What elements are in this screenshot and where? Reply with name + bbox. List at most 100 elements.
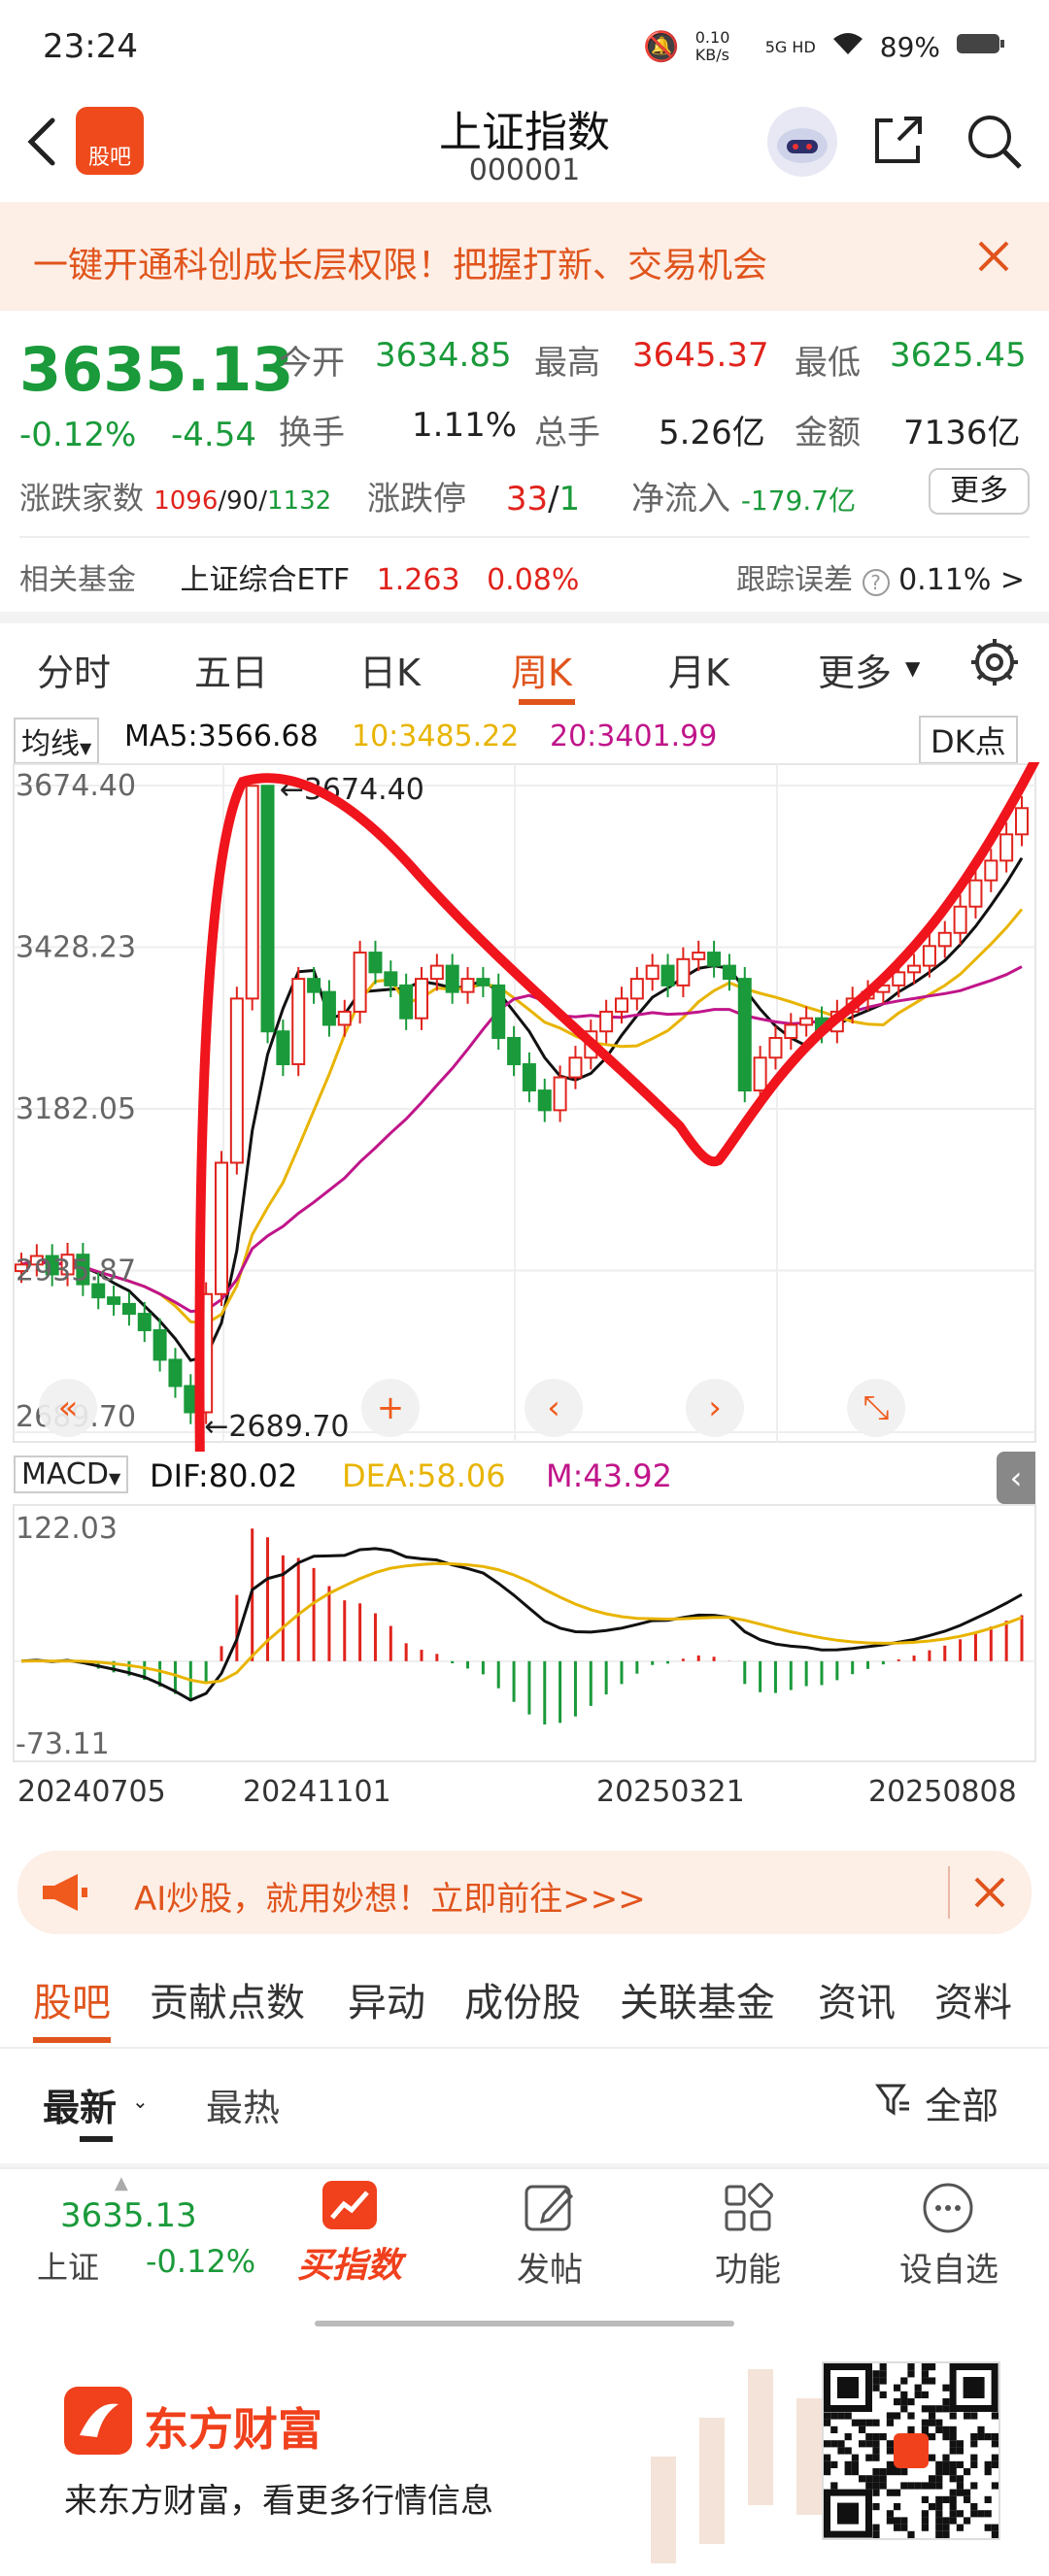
candle-body [168,1358,183,1388]
qr-module [949,2510,957,2518]
gear-icon[interactable] [967,635,1022,693]
zoom-in-icon-glyph: + [377,1388,405,1427]
tab-fenshi[interactable]: 分时 [37,652,112,694]
tab-monthly-k[interactable]: 月K [668,652,729,694]
ma-selector[interactable]: 均线▼ [14,718,100,764]
tab-guba[interactable]: 股吧 [33,1981,111,2025]
scroll-right-icon[interactable] [686,1379,744,1437]
tab-news[interactable]: 资讯 [818,1981,896,2025]
candle-body [415,978,428,1020]
qr-module [844,2447,852,2455]
tab-profile[interactable]: 资料 [934,1981,1012,2025]
candle-body [460,978,475,993]
buy-index-button[interactable]: 买指数 [297,2246,403,2286]
feed-hot-tab[interactable]: 最热 [206,2087,281,2129]
qr-module [929,2377,936,2385]
section-gap [0,612,1049,623]
qr-module [844,2412,852,2420]
qr-module [949,2495,957,2503]
ma10-line [20,908,1024,1325]
qr-module [844,2460,852,2468]
ma-legend: 均线▼ MA5:3566.68 10:3485.22 20:3401.99 DK… [0,714,1049,764]
qr-module [900,2517,908,2525]
more-button[interactable]: 更多 [929,468,1030,515]
fund-label: 相关基金 [19,563,136,597]
tab-related-funds[interactable]: 关联基金 [620,1981,775,2025]
inflow-label: 净流入 [631,480,730,519]
more-dots-icon [921,2181,975,2239]
min-price-label: ←2689.70 [204,1410,349,1444]
qr-module [956,2524,964,2531]
candle-body [645,964,660,981]
tab-weekly-k[interactable]: 周K [511,652,572,694]
qr-module [824,2468,831,2476]
qr-module [935,2530,943,2538]
filter-icon [874,2084,925,2127]
add-watchlist-button[interactable]: 设自选 [899,2251,998,2290]
fullscreen-icon[interactable] [847,1379,905,1437]
candle-body [276,1030,290,1066]
promo-banner[interactable]: 一键开通科创成长层权限！把握打新、交易机会 [0,202,1049,311]
tab-5day[interactable]: 五日 [194,652,269,694]
close-ad-icon[interactable] [971,1874,1008,1915]
qr-module [894,2489,901,2496]
tab-contribution[interactable]: 贡献点数 [150,1981,305,2025]
battery-icon [956,31,1006,63]
qr-module [907,2530,915,2538]
zoom-out-fast-icon[interactable] [39,1379,97,1437]
ai-ad-bar[interactable]: AI炒股，就用妙想！立即前往>>> [17,1851,1032,1934]
candle-body [784,1023,798,1039]
tab-constituents[interactable]: 成份股 [464,1981,581,2025]
qr-module [907,2370,915,2378]
tracking-row[interactable]: 跟踪误差 ? 0.11% > [736,555,1025,598]
macd-chart[interactable]: 122.03 -73.11 [0,1503,1049,1765]
feed-filter[interactable]: 全部 [874,2076,998,2129]
back-icon[interactable] [21,113,70,171]
qr-module [830,2482,838,2490]
qr-module [824,2412,831,2420]
limit-down: 1 [558,480,581,519]
tab-daily-k[interactable]: 日K [359,652,421,694]
high-value: 3645.37 [632,336,769,375]
qr-module [991,2412,998,2420]
close-icon[interactable] [974,237,1013,280]
turnover-label: 换手 [279,414,345,452]
qr-finder-core [837,2377,859,2398]
qr-module [991,2530,998,2538]
candlestick-chart[interactable]: 3674.403428.233182.052935.872689.70←3674… [0,762,1049,1452]
qr-module [914,2391,922,2398]
qr-module [942,2384,950,2392]
candle-body [568,1056,583,1079]
qr-module [921,2405,929,2413]
high-label: 最高 [534,344,600,383]
share-icon[interactable] [869,111,928,173]
red-annotation-stroke [194,762,1040,1452]
fund-row[interactable]: 相关基金 上证综合ETF 1.263 0.08% [19,555,579,598]
feed-latest-tab[interactable]: 最新 [43,2087,118,2129]
candle-body [768,1036,783,1059]
post-icon [523,2181,577,2239]
candle-body [60,1254,75,1276]
tab-movement[interactable]: 异动 [348,1981,425,2025]
scroll-left-icon[interactable] [524,1379,583,1437]
qr-module [872,2384,880,2392]
qr-module [935,2405,943,2413]
up-count: 1096 [153,486,219,516]
page-header: 股吧 上证指数 000001 [0,97,1049,204]
collapse-panel-button[interactable]: ‹ [997,1452,1035,1504]
tab-more[interactable]: 更多 [818,652,893,694]
zoom-in-icon[interactable] [361,1379,420,1437]
function-button[interactable]: 功能 [715,2251,781,2290]
bottom-nav: ▲ 3635.13 上证 -0.12% 买指数 发帖 功能 设自选 [0,2167,1049,2328]
qr-module [894,2468,901,2476]
macd-legend: MACD▼ DIF:80.02 DEA:58.06 M:43.92 ‹ [0,1452,1049,1504]
qr-module [964,2489,971,2496]
dk-point-button[interactable]: DK点 [919,716,1018,764]
robot-avatar[interactable] [767,107,837,177]
post-button[interactable]: 发帖 [517,2251,583,2290]
tracking-label: 跟踪误差 [736,563,853,597]
search-icon[interactable] [964,111,1024,175]
net-type: 5G HD [764,37,816,56]
qr-module [900,2405,908,2413]
macd-selector[interactable]: MACD▼ [14,1455,129,1493]
